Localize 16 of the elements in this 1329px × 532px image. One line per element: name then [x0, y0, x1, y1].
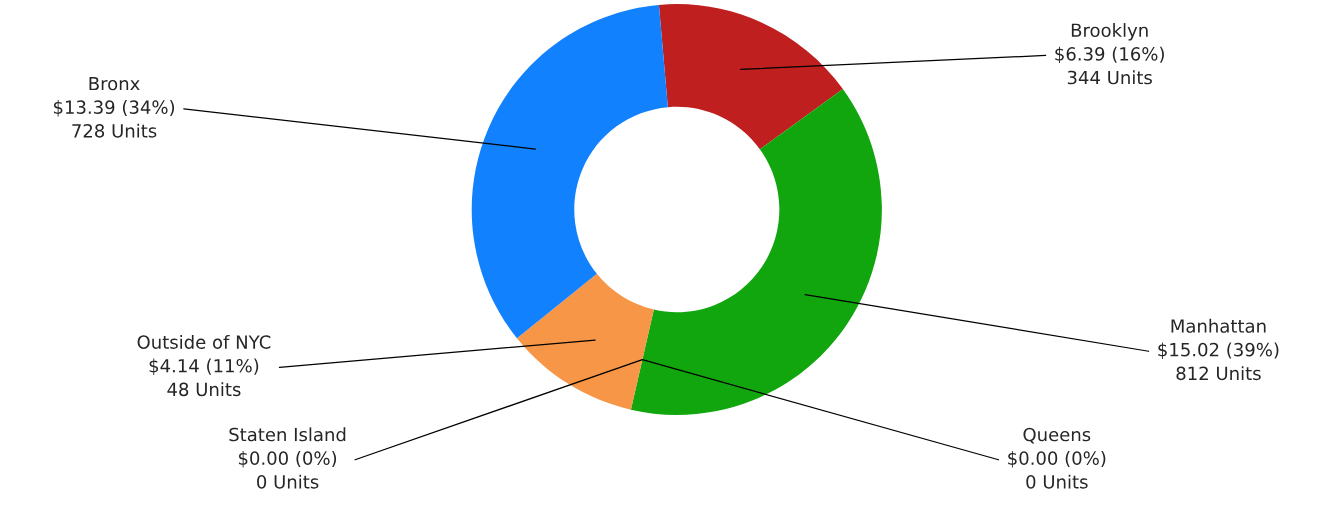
donut-slice — [471, 4, 668, 339]
text: $0.00 (0%) 0 Units — [238, 451, 337, 489]
slice-label: Outside of NYC — [137, 334, 271, 349]
slice-label: Manhattan — [1171, 318, 1266, 333]
data-label: $6.39 (16%) 344 Units — [1055, 46, 1164, 85]
slice-label: Bronx — [89, 76, 140, 91]
slice-label: Brooklyn — [1071, 23, 1148, 41]
category-label: Staten Island — [229, 427, 346, 442]
text: $0.00 (0%) 0 Units — [1008, 451, 1106, 489]
donut-slice — [630, 89, 882, 415]
data-label: $4.14 (11%) 48 Units — [149, 358, 259, 397]
donut-slice — [516, 273, 654, 410]
data-label: $13.39 (34%) 728 Units — [53, 100, 175, 138]
category-label: Queens — [1023, 427, 1091, 444]
data-label: $15.02 (39%) 812 Units — [1158, 342, 1279, 381]
donut-slice — [658, 4, 843, 150]
